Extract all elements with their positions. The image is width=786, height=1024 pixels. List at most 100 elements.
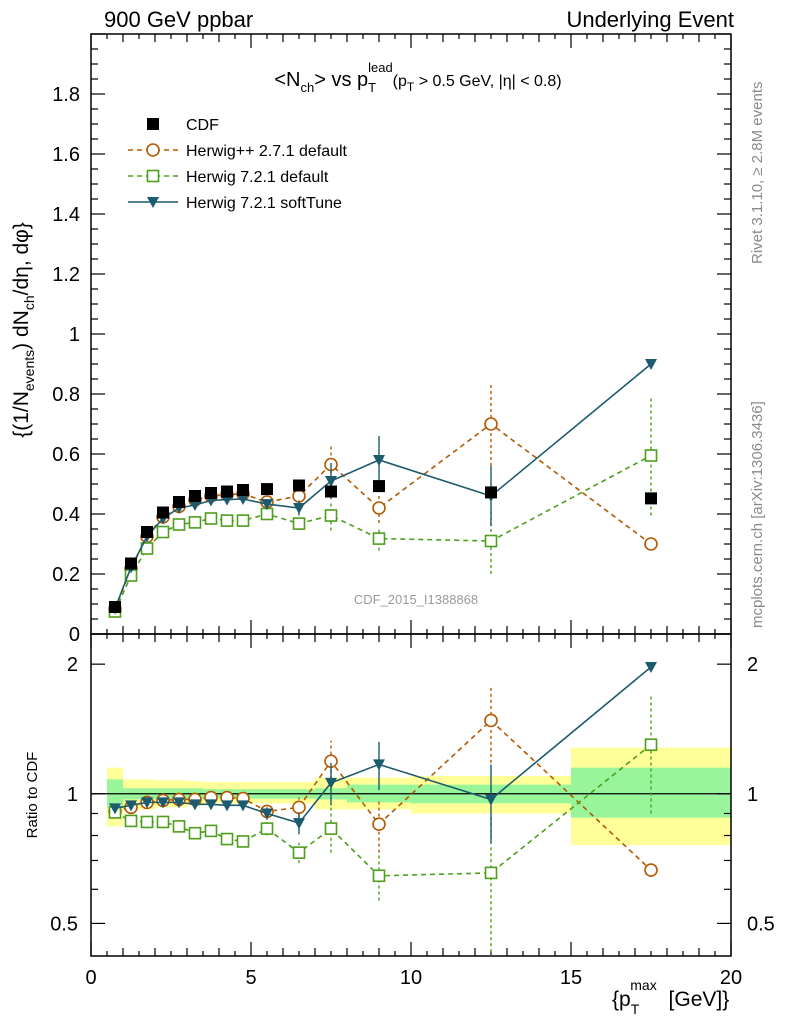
main-series-layer [108,359,658,618]
data-point [484,417,498,431]
data-point [237,800,249,812]
data-point [172,820,186,833]
legend-item: Herwig++ 2.7.1 default [128,143,348,160]
legend-label: Herwig++ 2.7.1 default [186,143,348,160]
legend-label: CDF [186,117,219,134]
ratio-y-axis-label: Ratio to CDF [24,752,41,839]
data-point [157,797,169,809]
data-point [324,822,338,835]
data-point [221,800,233,812]
ratio-tick-label-right: 1 [747,784,758,806]
rivet-label: Rivet 3.1.10, ≥ 2.8M events [749,82,766,265]
data-point [261,808,273,820]
data-point [372,501,386,515]
data-point [124,814,138,828]
data-point [147,197,159,208]
ratio-tick-label: 1 [67,784,78,806]
data-point [261,483,273,496]
data-point [644,537,658,551]
data-point [373,480,385,493]
data-point [204,512,218,525]
data-point [237,484,249,496]
ratio-series-layer [108,661,658,956]
data-point [325,777,337,789]
x-tick-label: 20 [720,967,742,989]
ratio-tick-label-right: 0.5 [747,913,775,935]
ratio-tick-label: 0.5 [50,913,78,935]
data-point [146,169,160,183]
ratio-tick-label-right: 2 [747,654,758,676]
x-tick-label: 15 [560,967,582,989]
y-tick-label: 0.2 [52,564,80,586]
data-point [189,500,201,511]
mcplots-label: mcplots.cern.ch [arXiv:1306.3436] [749,401,766,628]
y-tick-label: 0.4 [52,504,80,526]
chart-title: <Nch> vs pTlead(pT > 0.5 GeV, |η| < 0.8) [274,60,561,95]
data-point [220,832,234,846]
tick-labels: 0 5 10 15 20 0 0.2 0.4 0.6 0.8 1 1.2 1.4 1.6 1.8 0.5 0.5… [50,84,775,989]
data-point [147,118,159,130]
data-point [292,517,306,530]
data-point [236,835,250,848]
data-point [261,499,273,511]
data-point [188,826,202,840]
y-tick-label: 1.2 [52,264,80,286]
data-point [645,359,657,370]
data-point [205,799,217,811]
data-point [645,492,657,505]
data-point [484,866,498,880]
data-point [236,514,250,527]
data-point [260,822,274,835]
data-point [188,516,202,529]
header-left: 900 GeV ppbar [104,7,253,32]
y-tick-label: 1.6 [52,144,80,166]
data-point [205,487,217,499]
data-point [485,486,497,499]
data-point [373,455,385,466]
ratio-tick-label: 2 [67,654,78,676]
data-point [644,449,658,462]
data-point [109,803,121,815]
data-point [141,797,153,809]
data-point [293,503,305,514]
legend-item: CDF [147,117,219,134]
data-point [189,799,201,811]
data-point [237,494,249,505]
data-point [484,534,498,548]
axis-ticks [90,33,732,956]
data-point [140,815,154,829]
data-point [645,661,657,673]
data-point [221,485,233,498]
data-point [156,525,170,539]
data-point [372,869,386,883]
data-point [292,800,306,815]
header-right: Underlying Event [566,7,734,32]
data-point [260,507,274,521]
x-tick-label: 10 [400,967,422,989]
data-point [292,489,306,503]
data-point [372,532,386,545]
series-cdf [109,479,657,613]
data-point [485,794,497,806]
data-point [172,518,186,531]
y-tick-label: 1.8 [52,84,80,106]
y-tick-label: 0 [69,624,80,646]
data-point [325,476,337,487]
legend-label: Herwig 7.2.1 default [186,169,329,186]
data-point [372,817,386,831]
data-point [173,496,185,508]
data-point [204,824,218,838]
y-tick-label: 1 [69,324,80,346]
data-point [325,485,337,498]
data-point [484,713,498,728]
legend: CDF Herwig++ 2.7.1 default Herwig 7.2.1 de… [128,117,348,212]
legend-item: Herwig 7.2.1 default [128,169,329,186]
data-point [141,526,153,538]
data-point [373,759,385,771]
data-point [324,509,338,522]
data-point [644,863,658,877]
x-tick-label: 5 [245,967,256,989]
data-point [293,479,305,492]
data-point [173,797,185,809]
y-tick-label: 0.8 [52,384,80,406]
